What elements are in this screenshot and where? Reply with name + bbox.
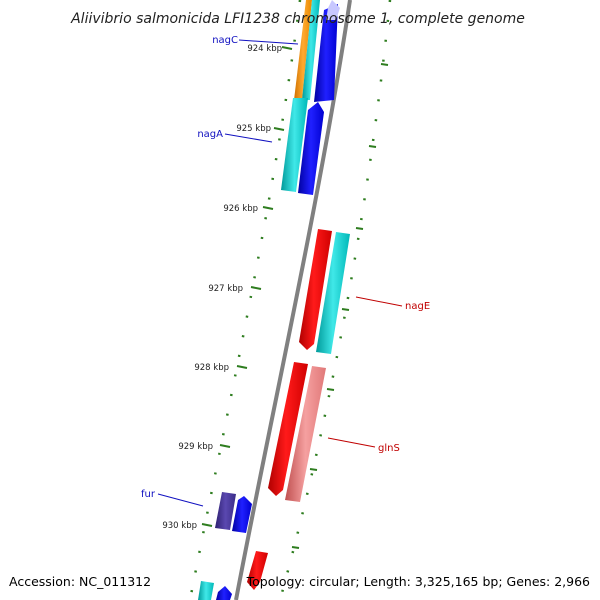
right-ring-ticks	[291, 63, 389, 549]
position-label: 926 kbp	[223, 204, 258, 214]
reverse-strand-genes	[247, 229, 350, 590]
gene-label-fur: fur	[141, 489, 156, 500]
gene-cyan-nagA	[281, 98, 308, 192]
label-leader-nagC	[238, 39, 299, 45]
gene-label-glnS: glnS	[378, 443, 400, 454]
position-tick	[262, 206, 274, 210]
gene-red-glnS	[268, 362, 308, 496]
gene-cyan-bar	[302, 0, 320, 100]
gene-blue-fur	[232, 496, 252, 533]
topology-text: Topology: circular; Length: 3,325,165 bp…	[246, 574, 590, 589]
gene-label-nagE: nagE	[405, 301, 430, 312]
position-label: 929 kbp	[178, 442, 213, 452]
position-tick	[281, 46, 293, 50]
gene-pink-glnS	[285, 366, 326, 502]
position-label: 928 kbp	[194, 363, 229, 373]
forward-strand-genes	[198, 0, 340, 600]
genome-backbone	[234, 0, 352, 600]
label-leader-nagE	[355, 296, 403, 307]
gene-red-bottom	[247, 551, 268, 590]
label-leader-glnS	[327, 437, 376, 448]
gene-indigo-fur	[215, 492, 236, 530]
position-tick	[236, 365, 248, 369]
position-tick	[273, 127, 285, 131]
gene-cyan-bottom	[198, 581, 214, 600]
map-title: Aliivibrio salmonicida LFI1238 chromosom…	[70, 11, 525, 27]
gene-blue-nagA	[298, 102, 324, 195]
gene-blue-arrow	[314, 4, 338, 102]
position-label: 927 kbp	[208, 284, 243, 294]
gene-cyan-nagE	[316, 232, 350, 354]
gene-lightblue-arrow	[326, 0, 340, 20]
gene-orange-bar	[294, 0, 312, 100]
gene-red-nagE	[299, 229, 332, 350]
position-tick	[250, 286, 262, 290]
position-tick	[201, 523, 213, 527]
position-markers: 924 kbp 925 kbp 926 kbp 927 kbp 928 kbp …	[162, 44, 293, 531]
position-tick	[219, 444, 231, 448]
gene-label-nagC: nagC	[212, 35, 238, 46]
gene-labels: nagC nagA nagE glnS fur	[141, 35, 430, 507]
position-label: 930 kbp	[162, 521, 197, 531]
position-label: 925 kbp	[236, 124, 271, 134]
position-label: 924 kbp	[247, 44, 282, 54]
gene-label-nagA: nagA	[197, 129, 223, 140]
label-leader-fur	[157, 493, 204, 507]
accession-text: Accession: NC_011312	[9, 574, 151, 589]
label-leader-nagA	[224, 133, 273, 143]
gene-blue-bottom	[216, 586, 232, 600]
